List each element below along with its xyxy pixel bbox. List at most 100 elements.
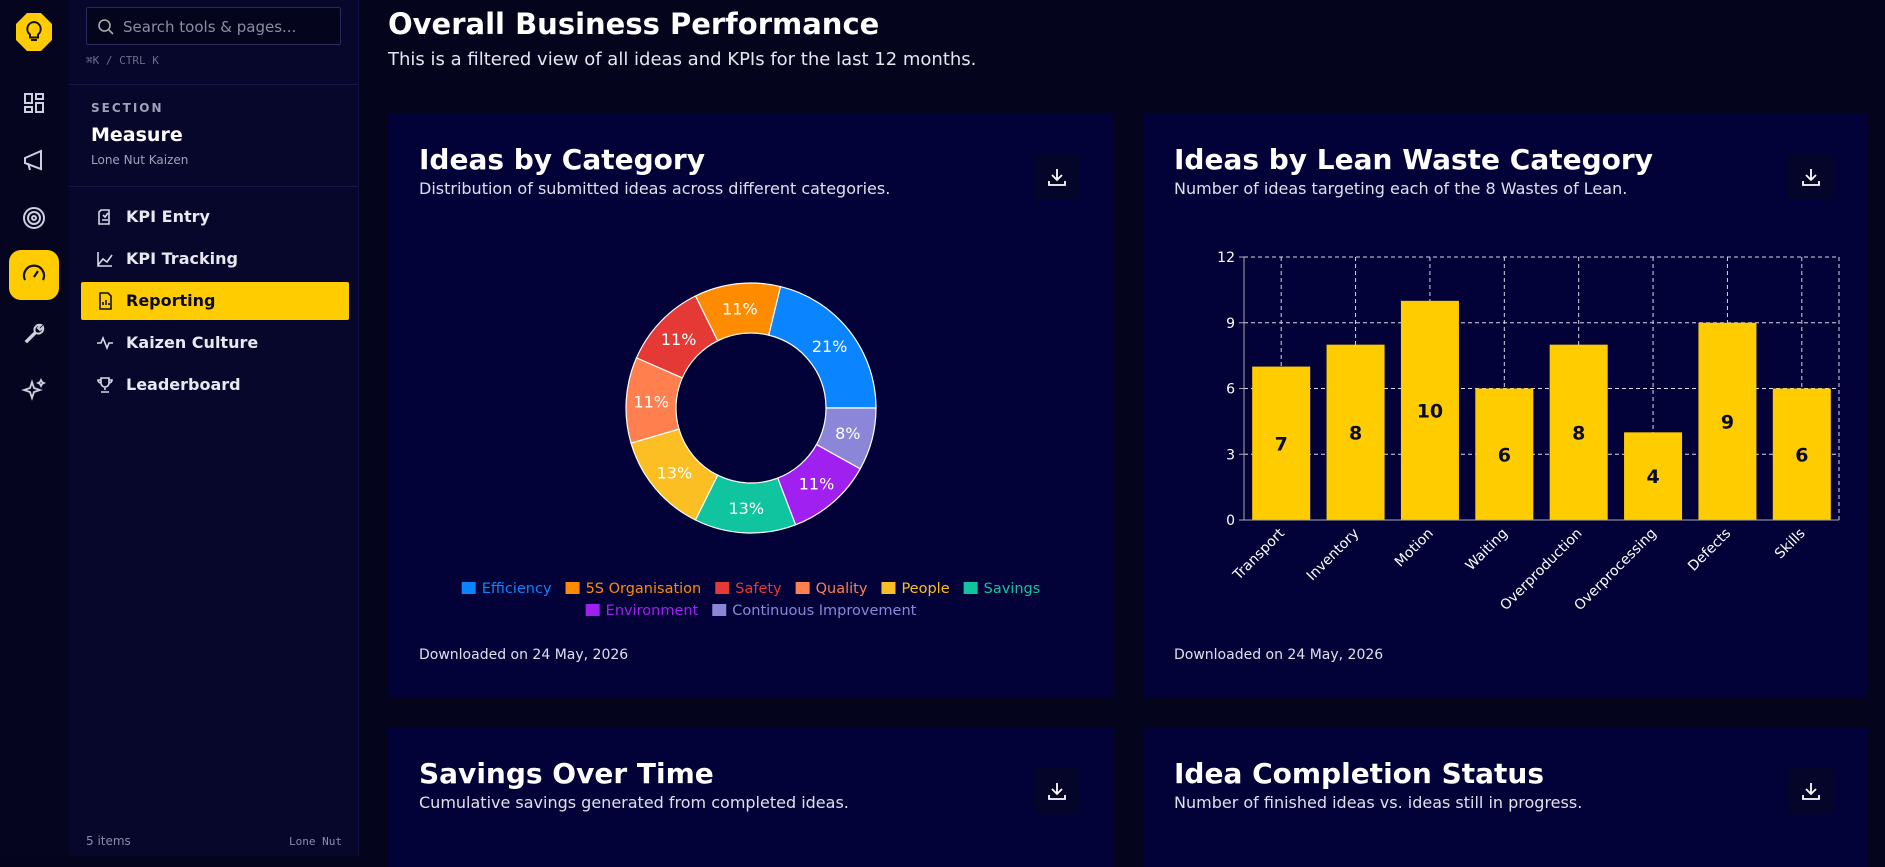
divider (69, 186, 358, 187)
icon-path (97, 377, 113, 393)
sidebar: Search tools & pages... ⌘K / CTRL K SECT… (69, 0, 359, 856)
nav-item[interactable]: Reporting (81, 282, 349, 320)
download-button[interactable] (1034, 768, 1080, 814)
legend-swatch (963, 582, 978, 594)
legend-label: 5S Organisation (586, 581, 702, 597)
slice-label: 11% (722, 300, 758, 319)
card-title: Savings Over Time (419, 757, 714, 790)
bar (1475, 388, 1534, 520)
download-icon (1802, 783, 1820, 800)
tools-icon[interactable] (12, 311, 56, 355)
footer-brand: Lone Nut (289, 835, 342, 848)
card-footer: Downloaded on 24 May, 2026 (419, 647, 629, 663)
download-icon (1048, 783, 1066, 800)
card-subtitle: Cumulative savings generated from comple… (419, 793, 849, 812)
legend-row: Environment Continuous Improvement (585, 603, 917, 619)
bar-value-label: 4 (1646, 466, 1659, 488)
bar (1698, 322, 1757, 520)
nav-label: Leaderboard (126, 375, 241, 394)
nav-item[interactable]: KPI Tracking (81, 240, 349, 278)
footer-count: 5 items (86, 834, 131, 848)
bar-value-label: 10 (1417, 400, 1443, 422)
icon-path (1048, 783, 1066, 800)
search-box[interactable]: Search tools & pages... (86, 7, 341, 45)
bar-value-label: 6 (1795, 444, 1808, 466)
nav-label: KPI Tracking (126, 249, 238, 268)
download-button[interactable] (1788, 154, 1834, 200)
legend-label: Safety (735, 581, 782, 597)
legend-swatch (712, 604, 727, 616)
icon-path (1802, 783, 1820, 800)
legend-swatch (881, 582, 896, 594)
campaign-icon[interactable] (12, 138, 56, 182)
slice-label: 13% (728, 499, 764, 518)
nav-icon (97, 335, 113, 351)
bar (1326, 344, 1385, 520)
icon-path (1048, 169, 1066, 186)
target-icon[interactable] (12, 196, 56, 240)
legend-swatch (585, 604, 600, 616)
slice-label: 11% (661, 330, 697, 349)
bar (1772, 388, 1831, 520)
x-tick-label: Waiting (1463, 526, 1511, 574)
divider (69, 84, 358, 85)
download-button[interactable] (1034, 154, 1080, 200)
nav-icon (98, 209, 110, 225)
nav-label: Kaizen Culture (126, 333, 259, 352)
download-icon (1048, 169, 1066, 186)
icon-path (97, 335, 113, 351)
bar-value-label: 7 (1275, 433, 1288, 455)
legend-swatch (565, 582, 580, 594)
nav-item[interactable]: KPI Entry (81, 198, 349, 236)
x-tick-label: Skills (1772, 526, 1809, 563)
search-placeholder: Search tools & pages... (123, 18, 297, 36)
legend-swatch (795, 582, 810, 594)
legend-swatch (715, 582, 730, 594)
sparkle-icon[interactable] (12, 368, 56, 412)
shortcut-hint: ⌘K / CTRL K (86, 54, 159, 67)
bar-value-label: 9 (1721, 411, 1734, 433)
search-icon (98, 19, 114, 35)
legend-label: Continuous Improvement (732, 603, 916, 619)
chart: 21% 11% 11% 11% 13% 13% 11% 8% Efficiency 5S Orga… (461, 282, 1040, 619)
nav-icon (97, 252, 113, 267)
x-tick-label: Overprocessing (1571, 526, 1659, 614)
bar-value-label: 6 (1498, 444, 1511, 466)
legend-label: Efficiency (482, 581, 552, 597)
slice-label: 11% (633, 393, 669, 412)
bar-value-label: 8 (1349, 422, 1362, 444)
y-tick-label: 0 (1226, 513, 1235, 529)
legend-swatch (461, 582, 476, 594)
card: Savings Over Time Cumulative savings gene… (388, 727, 1114, 867)
slice-label: 11% (799, 475, 835, 494)
card: Ideas by Lean Waste Category Number of id… (1143, 113, 1868, 697)
y-tick-label: 3 (1226, 447, 1235, 463)
nav-label: Reporting (126, 291, 216, 310)
bar (1252, 366, 1311, 520)
nav-icon (97, 377, 113, 393)
bar (1549, 344, 1608, 520)
slice-label: 8% (835, 424, 860, 443)
section-label: SECTION (91, 101, 164, 115)
logo[interactable] (12, 10, 56, 54)
y-tick-label: 12 (1217, 250, 1235, 266)
icon-path (97, 252, 113, 267)
nav-item[interactable]: Leaderboard (81, 366, 349, 404)
bar (1624, 432, 1683, 520)
section-title: Measure (91, 124, 183, 146)
download-button[interactable] (1788, 768, 1834, 814)
y-tick-label: 6 (1226, 382, 1235, 398)
icon-path (1802, 169, 1820, 186)
slice-label: 13% (657, 463, 693, 482)
nav-item[interactable]: Kaizen Culture (81, 324, 349, 362)
card-subtitle: Number of ideas targeting each of the 8 … (1174, 179, 1628, 198)
page-subtitle: This is a filtered view of all ideas and… (388, 49, 977, 70)
active-rail-item[interactable] (9, 250, 59, 300)
legend-label: People (901, 581, 949, 597)
section-subtitle: Lone Nut Kaizen (91, 153, 189, 167)
dashboard-icon[interactable] (12, 81, 56, 125)
page-title: Overall Business Performance (388, 7, 880, 41)
nav-label: KPI Entry (126, 207, 210, 226)
card-footer: Downloaded on 24 May, 2026 (1174, 647, 1384, 663)
